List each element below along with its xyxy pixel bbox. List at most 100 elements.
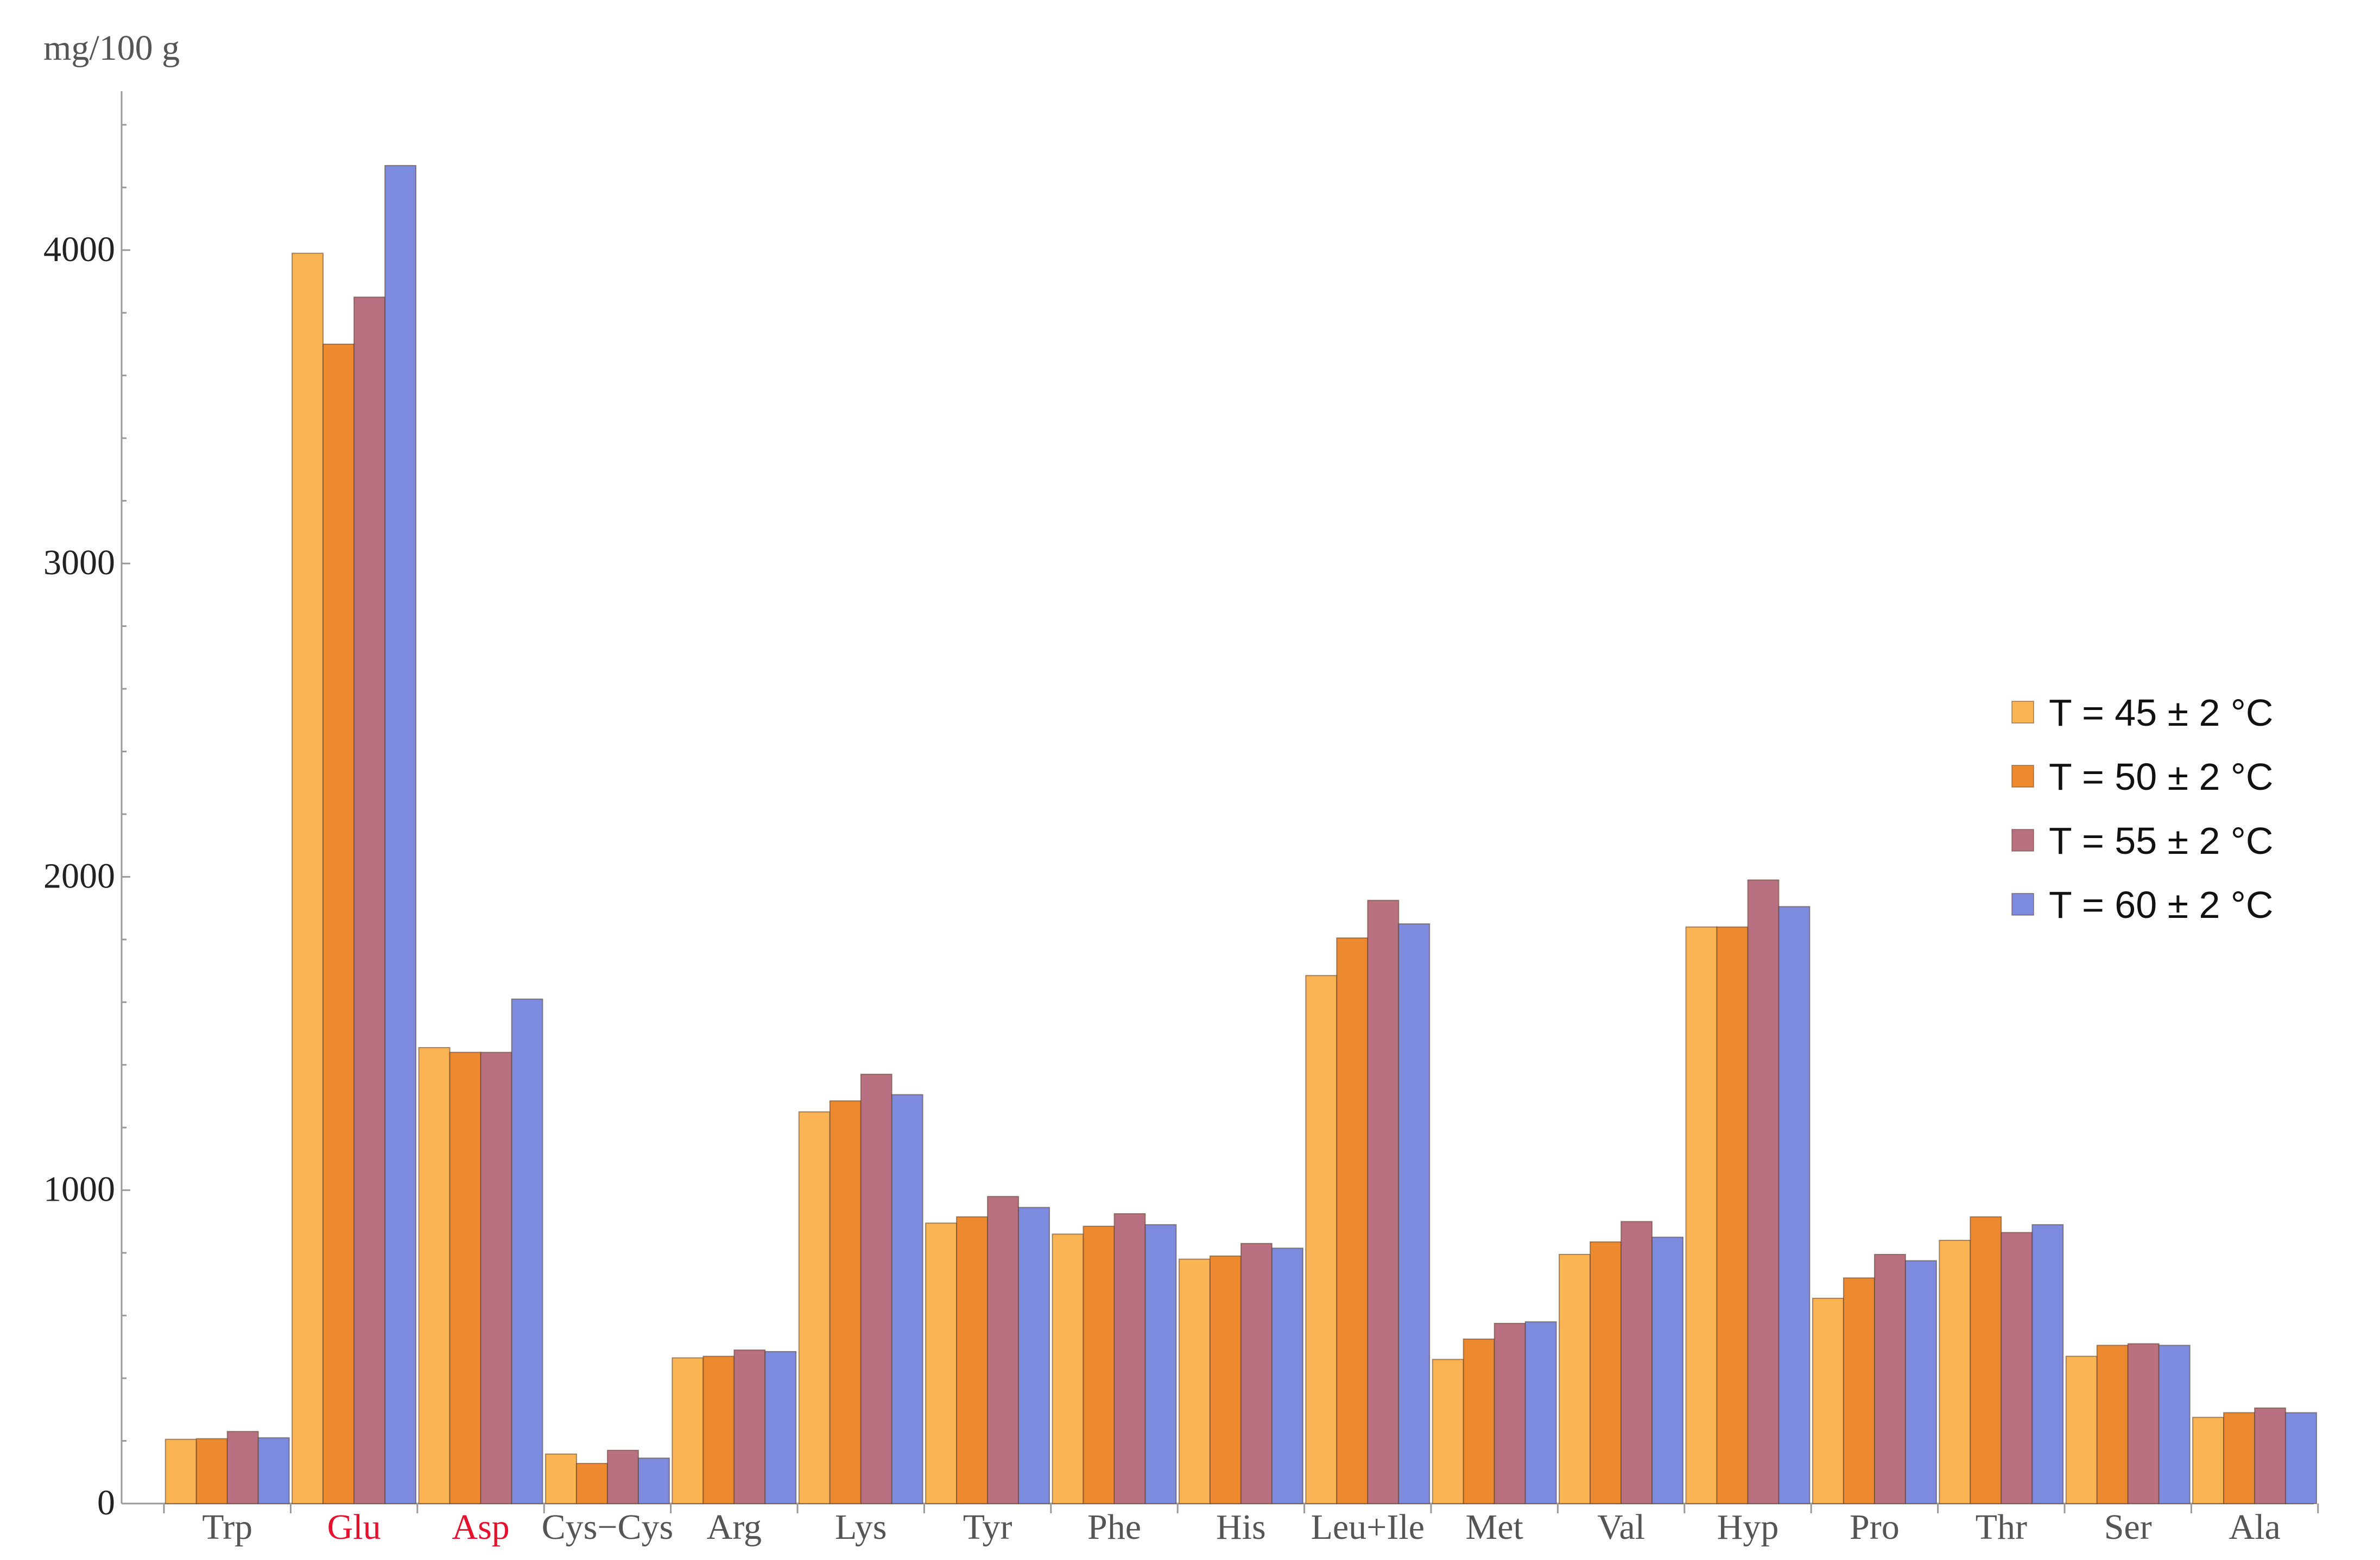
category-label: Val	[1597, 1507, 1645, 1547]
bar-cys-cys-series-3	[606, 1449, 639, 1504]
y-tick-label: 1000	[43, 1170, 115, 1209]
bar-leu-ile-series-2	[1336, 937, 1369, 1504]
bar-arg-series-4	[764, 1351, 797, 1505]
bar-leu-ile-series-4	[1398, 923, 1430, 1504]
bar-cys-cys-series-2	[575, 1463, 608, 1505]
legend-label: T = 45 ± 2 °C	[2049, 692, 2273, 734]
category-label: Phe	[1087, 1507, 1141, 1547]
bar-arg-series-1	[672, 1357, 704, 1504]
bar-thr-series-1	[1939, 1240, 1971, 1505]
bar-phe-series-3	[1113, 1213, 1146, 1505]
legend-label: T = 55 ± 2 °C	[2049, 820, 2273, 862]
bar-val-series-4	[1651, 1236, 1684, 1504]
bar-trp-series-2	[195, 1438, 228, 1504]
category-label: Lys	[835, 1507, 887, 1547]
legend-swatch	[2011, 893, 2034, 916]
bar-cys-cys-series-1	[545, 1453, 577, 1505]
category-label: Glu	[327, 1507, 381, 1547]
bar-ala-series-3	[2254, 1407, 2287, 1505]
bar-glu-series-2	[322, 343, 355, 1504]
bar-cys-cys-series-4	[637, 1457, 670, 1505]
bar-lys-series-1	[798, 1111, 831, 1504]
bar-asp-series-3	[480, 1051, 512, 1504]
bar-ser-series-1	[2065, 1355, 2098, 1504]
bar-phe-series-1	[1052, 1233, 1084, 1504]
legend-swatch	[2011, 701, 2034, 724]
bar-pro-series-2	[1843, 1277, 1875, 1504]
bar-phe-series-4	[1144, 1224, 1177, 1504]
category-label: Pro	[1850, 1507, 1900, 1547]
y-tick-label: 2000	[43, 856, 115, 896]
bar-hyp-series-2	[1716, 926, 1749, 1504]
category-label: Ser	[2104, 1507, 2152, 1547]
category-label: Arg	[707, 1507, 762, 1547]
bar-val-series-1	[1559, 1254, 1591, 1504]
bar-thr-series-2	[1970, 1216, 2002, 1504]
bar-his-series-3	[1240, 1242, 1273, 1505]
bar-ala-series-2	[2223, 1412, 2256, 1505]
bar-met-series-4	[1524, 1321, 1557, 1505]
bar-lys-series-2	[829, 1100, 862, 1505]
category-label: Asp	[452, 1507, 509, 1547]
bar-his-series-4	[1271, 1247, 1303, 1504]
bar-glu-series-3	[353, 296, 386, 1504]
bar-ala-series-4	[2285, 1412, 2318, 1505]
bar-hyp-series-3	[1747, 879, 1780, 1504]
bar-pro-series-3	[1873, 1254, 1906, 1504]
bar-trp-series-4	[257, 1437, 290, 1505]
bar-thr-series-3	[2001, 1232, 2033, 1504]
category-label: His	[1216, 1507, 1266, 1547]
category-label: Tyr	[963, 1507, 1012, 1547]
bar-met-series-3	[1493, 1323, 1526, 1504]
bar-tyr-series-1	[925, 1222, 958, 1504]
bar-asp-series-4	[511, 998, 543, 1504]
bar-met-series-2	[1463, 1338, 1495, 1504]
y-tick-label: 4000	[43, 230, 115, 269]
bar-ser-series-3	[2127, 1343, 2160, 1504]
y-tick-label: 0	[97, 1483, 115, 1523]
bar-lys-series-4	[891, 1094, 923, 1505]
bar-arg-series-3	[733, 1349, 766, 1505]
category-label: Ala	[2229, 1507, 2280, 1547]
bar-tyr-series-4	[1018, 1207, 1050, 1504]
bar-ala-series-1	[2192, 1417, 2225, 1504]
category-label: Hyp	[1717, 1507, 1779, 1547]
bar-hyp-series-4	[1778, 906, 1811, 1504]
y-axis-label: mg/100 g	[43, 28, 180, 68]
bar-leu-ile-series-3	[1367, 899, 1400, 1504]
bar-val-series-2	[1590, 1241, 1622, 1505]
bar-pro-series-1	[1812, 1297, 1844, 1504]
bar-arg-series-2	[702, 1355, 735, 1504]
bar-glu-series-4	[384, 164, 417, 1505]
category-label: Leu+Ile	[1311, 1507, 1425, 1547]
bar-thr-series-4	[2031, 1224, 2064, 1504]
bar-met-series-1	[1432, 1359, 1464, 1504]
category-label: Cys−Cys	[542, 1507, 674, 1547]
bar-hyp-series-1	[1685, 926, 1718, 1504]
legend-label: T = 60 ± 2 °C	[2049, 884, 2273, 926]
bars	[164, 164, 2318, 1505]
legend-swatch	[2011, 829, 2034, 852]
bar-tyr-series-3	[987, 1196, 1020, 1505]
x-ticks	[163, 1504, 2319, 1513]
category-label: Met	[1466, 1507, 1523, 1547]
bar-ser-series-2	[2096, 1345, 2129, 1504]
bar-phe-series-2	[1083, 1226, 1115, 1505]
category-label: Thr	[1976, 1507, 2027, 1547]
bar-trp-series-3	[226, 1431, 259, 1504]
bar-leu-ile-series-1	[1305, 975, 1338, 1504]
bar-asp-series-1	[418, 1047, 451, 1504]
bar-his-series-2	[1209, 1255, 1242, 1505]
legend-label: T = 50 ± 2 °C	[2049, 756, 2273, 798]
bar-pro-series-4	[1904, 1260, 1937, 1505]
bar-lys-series-3	[860, 1074, 892, 1504]
category-label: Trp	[202, 1507, 252, 1547]
y-tick-label: 3000	[43, 543, 115, 582]
bar-tyr-series-2	[956, 1216, 989, 1504]
bar-asp-series-2	[449, 1051, 482, 1504]
category-labels: Trp Glu Asp Cys−Cys Arg Lys Tyr Phe His Leu+Ile Me…	[202, 1507, 2281, 1547]
legend: T = 45 ± 2 °C T = 50 ± 2 °C T = 55 ± 2 °C T…	[2011, 692, 2273, 926]
bar-val-series-3	[1621, 1221, 1653, 1504]
bar-ser-series-4	[2158, 1345, 2191, 1504]
